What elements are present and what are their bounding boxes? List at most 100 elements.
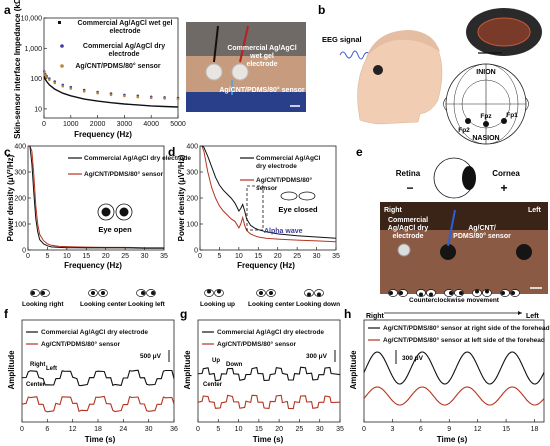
fp1-label: Fp1: [506, 112, 518, 119]
panel-a-xlabel: Frequency (Hz): [74, 130, 132, 139]
pupil-icon: [141, 291, 145, 295]
c-xtick-label: 5: [45, 253, 49, 260]
pupil-icon: [41, 291, 45, 295]
g-legend-dry: Commercial Ag/AgCl dry electrode: [217, 329, 324, 336]
c-xtick-label: 10: [63, 253, 71, 260]
f-xtick-label: 24: [119, 426, 127, 433]
pupil-icon: [449, 291, 453, 295]
g-xtick-label: 0: [196, 426, 200, 433]
panel-c-ylabel: Power density (μV²/Hz): [6, 154, 15, 241]
nasion-label: NASION: [472, 135, 499, 142]
pupil-icon: [389, 291, 393, 295]
a-point-sensor: [176, 97, 180, 101]
pupil-icon: [501, 291, 505, 295]
eye-closed-left: [280, 191, 298, 201]
electrode-map: INION NASION Fp2 Fpz Fp1: [443, 63, 529, 145]
d-legend-dry-2: dry electrode: [256, 163, 297, 170]
g-center-annot: Center: [203, 382, 223, 388]
panel-f: f Amplitude Time (s) 0 6 12 18 24 30 36 Commer…: [4, 289, 178, 444]
forehead-photo-shade: [380, 202, 548, 230]
d-xtick-label: 35: [332, 253, 340, 260]
pupil-icon: [31, 291, 35, 295]
pupil-icon: [485, 289, 489, 294]
pupil-icon: [429, 292, 433, 297]
head-hair: [366, 30, 440, 58]
legend-a-sensor: Ag/CNT/PDMS/80° sensor: [75, 62, 161, 70]
right-ear: [525, 97, 529, 111]
panel-g-series: [197, 366, 341, 410]
d-ytick-label: 400: [186, 144, 198, 151]
c-legend-sensor: Ag/CNT/PDMS/80° sensor: [84, 170, 164, 178]
panel-b-label: b: [318, 3, 325, 17]
a-point-sensor: [123, 94, 126, 98]
pupil-icon: [101, 291, 105, 295]
a-ytick-label: 10,000: [21, 16, 43, 23]
panel-a-yticks: 10 100 1,000 10,000: [21, 16, 47, 113]
h-xtick-label: 15: [502, 426, 510, 433]
panel-a: a Skin-sensor interface Impedance (kΩ) F…: [4, 0, 186, 139]
a-point-sensor: [82, 90, 86, 93]
d-xtick-label: 30: [313, 253, 321, 260]
pupil-icon: [269, 291, 273, 295]
d-series-sensor: [201, 145, 337, 243]
h-xtick-label: 12: [474, 426, 482, 433]
fpz-dot: [483, 121, 489, 127]
a-point-sensor: [61, 84, 65, 88]
head-illustration: [357, 31, 443, 125]
f-center-annot: Center: [26, 382, 46, 388]
panel-a-ylabel: Skin-sensor interface Impedance (kΩ): [13, 0, 22, 139]
a-xtick-label: 2000: [90, 121, 106, 128]
panel-d: d Power density (μV²/Hz) Frequency (Hz) …: [168, 144, 340, 271]
g-xtick-label: 10: [235, 426, 243, 433]
forehead-sensor: [373, 65, 383, 75]
panel-a-label: a: [4, 3, 11, 17]
d-series-dry: [201, 145, 337, 239]
a-point-sensor: [163, 97, 166, 100]
c-ytick-label: 100: [14, 222, 26, 229]
left-ear: [443, 97, 447, 111]
h-legend-right: Ag/CNT/PDMS/80° sensor at right side of …: [383, 324, 550, 332]
panel-d-xlabel: Frequency (Hz): [237, 261, 295, 270]
panel-h-series: [363, 351, 545, 406]
photo-sensor-label: Ag/CNT/PDMS/80° sensor: [219, 86, 305, 94]
eeg-wave: [339, 50, 371, 60]
right-label: Right: [384, 207, 403, 214]
c-xtick-label: 20: [102, 253, 110, 260]
photo-wet-label: Commercial Ag/AgCl wet gel electrode: [227, 45, 296, 68]
panel-f-ylabel: Amplitude: [7, 350, 16, 390]
legend-a-dry-2: electrode: [108, 51, 139, 58]
legend-a-marker-wet: [58, 21, 61, 24]
panel-a-series: [42, 70, 180, 108]
panel-f-xticks: 0 6 12 18 24 30 36: [20, 419, 178, 433]
c-ytick-label: 400: [14, 144, 26, 151]
panel-h-eye-icons: [384, 289, 522, 315]
a-point-sensor: [109, 93, 113, 97]
d-ytick-label: 0: [194, 248, 198, 255]
c-ytick-label: 300: [14, 170, 26, 177]
f-xtick-label: 30: [145, 426, 153, 433]
eye-closed-label: Eye closed: [278, 205, 318, 214]
a-series-line-wet: [43, 75, 179, 108]
g-xtick-label: 20: [275, 426, 283, 433]
panel-c-xticks: 0 5 10 15 20 25 30 35: [26, 247, 168, 260]
d-legend-sensor-2: sensor: [256, 185, 278, 192]
sensor-right: [440, 244, 456, 260]
eye-open-left-pupil: [101, 207, 111, 217]
eye-open-right-pupil: [119, 207, 129, 217]
f-series-sensor: [21, 395, 175, 413]
panel-g-legend: Commercial Ag/AgCl dry electrode Ag/CNT/P…: [202, 329, 324, 348]
c-xtick-label: 0: [26, 253, 30, 260]
h-left-label: Left: [526, 313, 540, 320]
plus-sign: +: [500, 181, 507, 195]
looking-center-label: Looking center: [80, 301, 127, 308]
minus-sign: −: [406, 181, 413, 195]
fpz-label: Fpz: [480, 113, 492, 120]
counterclockwise-label: Counterclockwise movement: [409, 297, 500, 304]
panel-h-xlabel: Time (s): [437, 435, 468, 444]
h-arrow-head: [518, 311, 522, 315]
inion-label: INION: [476, 69, 495, 76]
looking-right-label: Looking right: [22, 301, 64, 308]
pupil-icon: [317, 292, 321, 297]
map-inner-circle: [461, 79, 511, 129]
